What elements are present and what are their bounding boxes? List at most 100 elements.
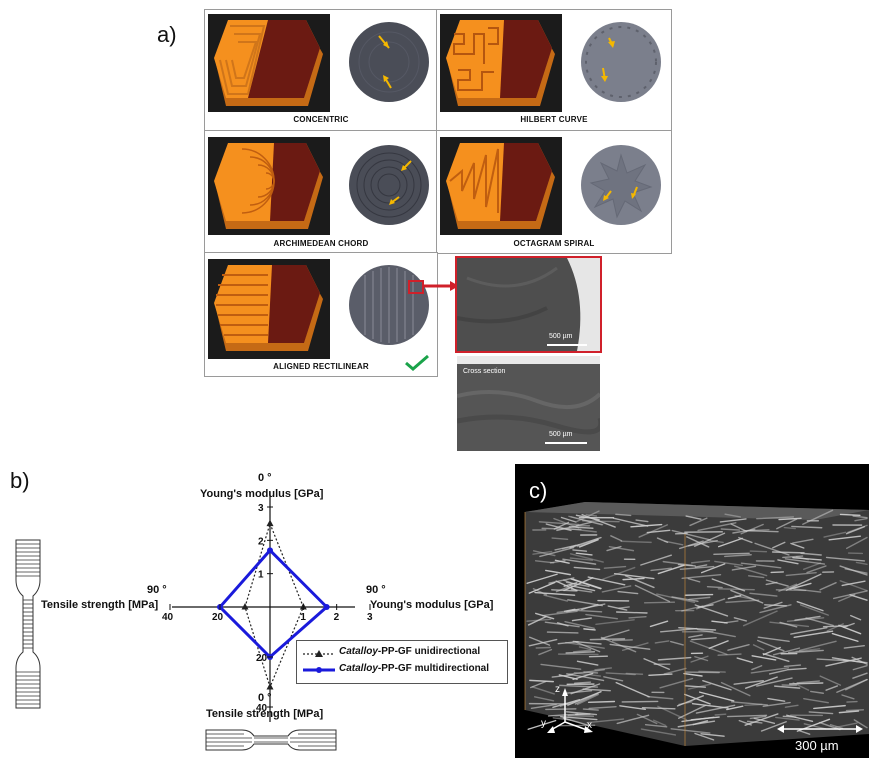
fiber	[694, 655, 709, 662]
fiber	[689, 517, 708, 527]
fiber	[615, 513, 632, 517]
fiber	[838, 710, 860, 714]
print-render	[208, 137, 330, 235]
fiber	[532, 550, 556, 557]
fiber	[765, 579, 789, 587]
fiber	[621, 700, 659, 703]
sem-scale-text: 500 µm	[549, 333, 573, 340]
fiber	[742, 610, 778, 627]
fiber	[656, 537, 669, 544]
radar-tick-label: 1	[258, 570, 264, 581]
fiber	[782, 555, 804, 559]
fiber	[635, 519, 649, 523]
fiber	[573, 681, 592, 684]
fiber	[726, 705, 744, 711]
pattern-label: HILBERT CURVE	[520, 115, 588, 124]
fiber	[588, 705, 617, 710]
fiber	[529, 636, 551, 646]
fiber	[540, 663, 582, 670]
hilbert-disc	[581, 22, 661, 102]
fiber	[775, 716, 800, 721]
fiber	[684, 685, 707, 688]
fiber	[560, 715, 598, 721]
fiber	[660, 627, 698, 633]
fiber	[738, 536, 753, 544]
radar-chart: 1 2 3 1 2 3 20 40 20 40	[162, 492, 373, 722]
infill-pattern-grid: CONCENTRIC HILBERT CURVE	[204, 9, 672, 377]
fiber	[607, 605, 628, 611]
radar-series-unidirectional	[244, 521, 304, 689]
fiber	[786, 617, 825, 623]
fiber	[720, 528, 741, 531]
fiber	[819, 581, 837, 591]
fiber	[736, 657, 754, 664]
panel-a-letter: a)	[157, 22, 177, 47]
fiber	[530, 703, 557, 710]
fiber	[720, 681, 751, 697]
fiber	[792, 538, 814, 544]
fiber	[696, 628, 736, 638]
fiber	[582, 688, 611, 692]
bottom-angle-label: 0 °	[258, 692, 272, 704]
print-render	[208, 259, 330, 359]
fiber	[819, 675, 842, 686]
fiber	[724, 513, 742, 518]
fiber	[585, 613, 618, 620]
fiber	[565, 711, 598, 716]
fiber	[689, 640, 728, 656]
legend-rest: -PP-GF unidirectional	[377, 646, 481, 657]
fiber	[845, 525, 866, 535]
fiber	[608, 546, 635, 552]
octagram-disc	[581, 145, 661, 225]
fiber	[852, 672, 868, 679]
fiber	[605, 672, 636, 676]
fiber	[702, 679, 732, 691]
radar-point	[266, 683, 274, 690]
fiber	[834, 722, 858, 729]
fiber	[533, 696, 555, 702]
fiber	[698, 670, 726, 673]
fiber	[832, 590, 868, 600]
fiber	[611, 639, 633, 642]
micro-ct-render: c) z y x 300 µm	[515, 464, 869, 758]
fiber	[644, 723, 668, 728]
fiber	[783, 664, 802, 668]
fiber	[762, 701, 791, 708]
fiber	[586, 718, 625, 724]
radar-ticks: 1 2 3 1 2 3 20 40 20 40	[162, 503, 373, 714]
radar-tick-label: 20	[256, 653, 268, 664]
fiber	[752, 644, 765, 651]
fiber	[569, 557, 594, 561]
fiber	[652, 719, 667, 727]
fiber	[693, 532, 726, 547]
fiber	[839, 513, 861, 517]
fiber	[733, 617, 748, 622]
fiber	[578, 538, 599, 548]
fiber	[829, 723, 844, 730]
fiber	[583, 671, 599, 674]
fiber	[670, 640, 684, 646]
pattern-label: ALIGNED RECTILINEAR	[273, 362, 369, 371]
fiber	[551, 589, 578, 592]
fiber	[576, 510, 600, 523]
fiber	[686, 536, 710, 548]
fiber	[657, 564, 686, 575]
fiber	[555, 586, 569, 593]
fiber	[795, 648, 821, 653]
fiber	[606, 545, 622, 552]
fiber	[574, 641, 601, 653]
fiber	[700, 733, 725, 737]
pattern-label: OCTAGRAM SPIRAL	[513, 239, 595, 248]
fiber	[572, 549, 588, 552]
fiber	[527, 616, 547, 626]
fiber	[568, 515, 603, 526]
print-render	[440, 14, 562, 112]
fiber	[845, 709, 865, 712]
fiber	[733, 680, 764, 685]
fiber	[700, 563, 726, 574]
legend-swatches	[303, 650, 335, 673]
fiber	[784, 558, 826, 565]
top-angle-label: 0 °	[258, 472, 272, 484]
fiber	[798, 640, 837, 652]
fiber	[802, 562, 822, 571]
